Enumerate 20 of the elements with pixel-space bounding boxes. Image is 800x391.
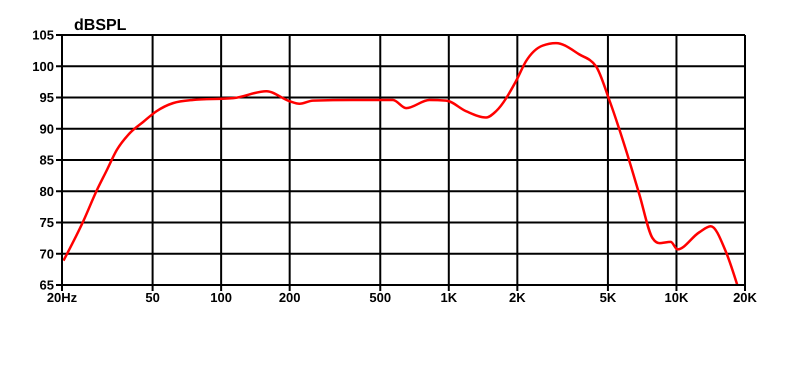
y-tick-label: 80 (40, 184, 54, 199)
y-tick-label: 65 (40, 278, 54, 293)
y-axis-title: dBSPL (74, 17, 126, 35)
x-tick-label: 50 (145, 290, 160, 306)
y-tick-label: 105 (32, 28, 54, 43)
x-tick-label: 500 (369, 290, 392, 306)
y-tick-label: 85 (40, 152, 54, 168)
x-tick-label: 2K (509, 290, 526, 306)
y-tick-label: 75 (40, 215, 54, 230)
y-tick-label: 90 (40, 121, 54, 136)
y-tick-label: 95 (40, 90, 54, 106)
x-tick-label: 20K (733, 290, 758, 306)
x-tick-label: 20Hz (46, 290, 78, 306)
x-tick-label: 1K (440, 290, 458, 306)
y-tick-label: 70 (40, 246, 54, 262)
y-tick-label: 100 (32, 58, 54, 74)
x-tick-label: 10K (664, 290, 689, 306)
x-tick-label: 5K (600, 290, 617, 306)
x-tick-label: 100 (210, 290, 232, 306)
x-tick-label: 200 (278, 290, 301, 306)
